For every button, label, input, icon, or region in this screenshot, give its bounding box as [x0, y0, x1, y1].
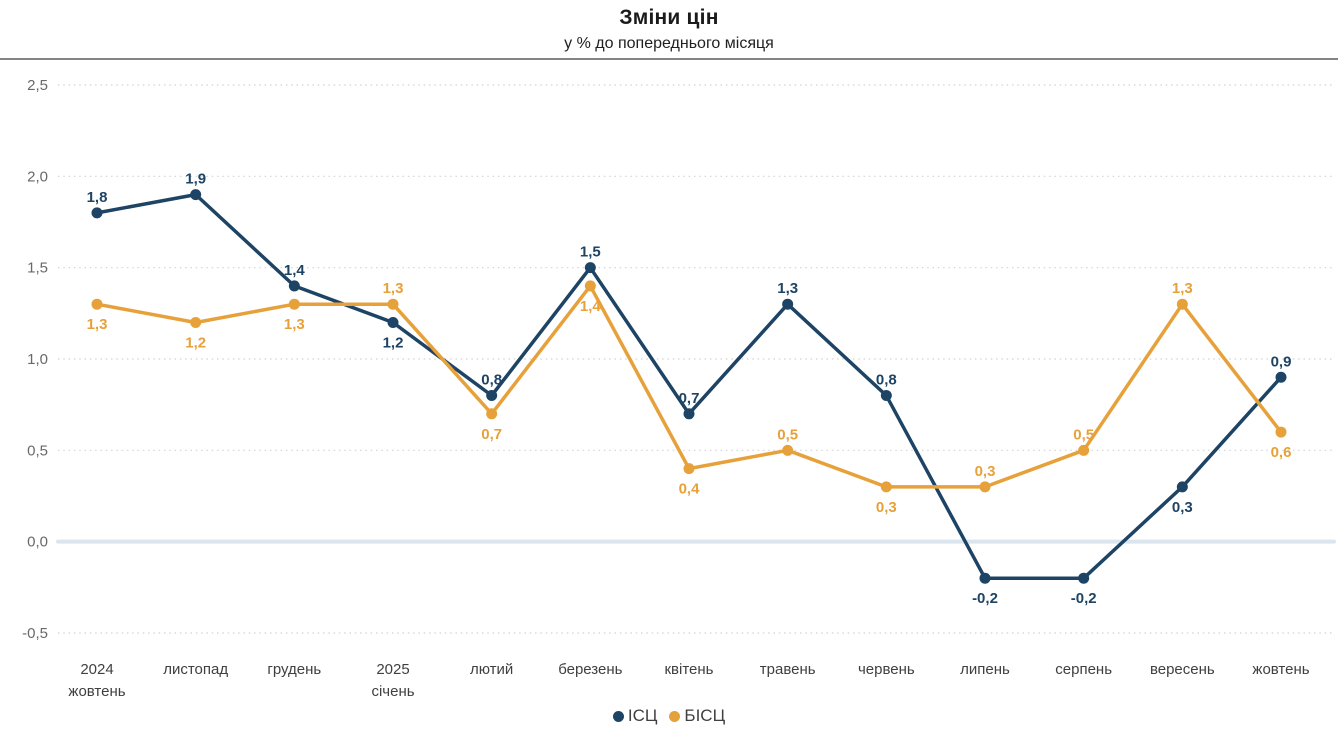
data-point-label: 0,7	[679, 390, 700, 407]
data-point-bicp	[486, 408, 498, 420]
data-point-label: 1,3	[777, 280, 798, 297]
y-axis-tick-label: 0,5	[27, 442, 48, 459]
data-point-bicp	[1078, 444, 1090, 456]
data-point-icp	[1176, 481, 1188, 493]
data-point-label: 1,4	[580, 298, 602, 315]
data-point-icp	[387, 316, 399, 328]
y-axis-tick-label: 1,5	[27, 260, 48, 277]
x-axis-category-label: березень	[558, 661, 622, 678]
data-point-label: 1,2	[185, 334, 206, 351]
data-point-bicp	[1176, 298, 1188, 310]
data-point-label: 0,6	[1271, 444, 1292, 461]
data-point-label: 0,7	[481, 426, 502, 443]
data-point-icp	[782, 298, 794, 310]
series-line-icp	[95, 192, 1283, 580]
header-separator-line	[0, 58, 1338, 60]
chart-header: Зміни цін у % до попереднього місяця	[0, 6, 1338, 53]
data-point-label: 0,3	[1172, 499, 1193, 516]
data-point-label: 0,8	[876, 372, 897, 389]
series-line-bicp	[95, 284, 1283, 489]
y-axis-tick-label: 2,0	[27, 168, 48, 185]
data-point-label: 0,3	[876, 499, 897, 516]
x-axis-category-label: серпень	[1055, 661, 1112, 678]
x-axis-category-label: грудень	[267, 661, 321, 678]
data-point-icp	[584, 262, 596, 274]
data-point-label: 1,3	[87, 316, 108, 333]
data-point-label: 1,8	[87, 189, 108, 206]
x-axis-category-label: 2024	[80, 661, 113, 678]
data-point-label: 1,3	[284, 316, 305, 333]
x-axis-category-label: січень	[371, 683, 414, 700]
data-point-icp	[190, 189, 202, 201]
x-axis-category-label: жовтень	[68, 683, 125, 700]
data-point-label: 0,9	[1271, 353, 1292, 370]
data-point-bicp	[979, 481, 991, 493]
data-point-label: 0,3	[975, 463, 996, 480]
data-point-label: 1,2	[383, 334, 404, 351]
x-axis-category-label: 2025	[376, 661, 409, 678]
x-axis-category-label: лютий	[470, 661, 513, 678]
data-point-icp	[1078, 572, 1090, 584]
data-point-label: 0,8	[481, 372, 502, 389]
x-axis-category-label: травень	[760, 661, 816, 678]
data-point-icp	[1275, 371, 1287, 383]
y-axis-tick-label: -0,5	[22, 625, 48, 642]
chart-title: Зміни цін	[619, 6, 719, 29]
x-axis-category-label: квітень	[664, 661, 713, 678]
data-point-bicp	[880, 481, 892, 493]
data-point-bicp	[91, 298, 103, 310]
x-axis-category-label: жовтень	[1252, 661, 1309, 678]
legend-item-label: БІСЦ	[684, 706, 726, 725]
legend-item-label: ІСЦ	[627, 706, 658, 725]
data-point-label: 1,9	[185, 171, 206, 188]
legend-item-icp[interactable]: ІСЦ	[612, 706, 658, 726]
bicp-legend-dot-icon	[669, 710, 681, 722]
data-point-icp	[979, 572, 991, 584]
chart-legend: ІСЦ БІСЦ	[0, 706, 1338, 726]
y-axis-tick-label: 0,0	[27, 534, 48, 551]
data-point-label: 0,4	[679, 481, 701, 498]
x-axis-category-label: червень	[858, 661, 915, 678]
y-axis-tick-label: 2,5	[27, 77, 48, 94]
data-point-bicp	[288, 298, 300, 310]
data-point-icp	[91, 207, 103, 219]
data-point-label: -0,2	[972, 590, 998, 607]
data-point-label: 1,3	[383, 280, 404, 297]
data-point-bicp	[683, 463, 695, 475]
data-point-icp	[486, 390, 498, 402]
data-point-label: 1,3	[1172, 280, 1193, 297]
icp-legend-dot-icon	[612, 710, 624, 722]
data-point-bicp	[584, 280, 596, 292]
data-point-bicp	[782, 444, 794, 456]
x-axis-category-label: листопад	[163, 661, 228, 678]
chart-subtitle: у % до попереднього місяця	[564, 35, 774, 52]
data-point-icp	[880, 390, 892, 402]
data-point-bicp	[190, 316, 202, 328]
data-point-bicp	[1275, 426, 1287, 438]
data-point-label: 1,5	[580, 244, 601, 261]
data-point-icp	[683, 408, 695, 420]
line-chart-plot-area: 2,5 2,0 1,5 1,0 0,5 0,0 -0,5 2024 жовтень листопа…	[22, 77, 1336, 700]
y-axis-tick-label: 1,0	[27, 351, 48, 368]
data-point-label: 0,5	[777, 426, 798, 443]
x-axis-category-label: липень	[960, 661, 1010, 678]
data-point-icp	[288, 280, 300, 292]
x-axis-category-label: вересень	[1150, 661, 1215, 678]
data-point-bicp	[387, 298, 399, 310]
legend-item-bicp[interactable]: БІСЦ	[669, 706, 725, 726]
data-point-label: -0,2	[1071, 590, 1097, 607]
data-point-label: 1,4	[284, 262, 306, 279]
data-point-label: 0,5	[1073, 426, 1094, 443]
